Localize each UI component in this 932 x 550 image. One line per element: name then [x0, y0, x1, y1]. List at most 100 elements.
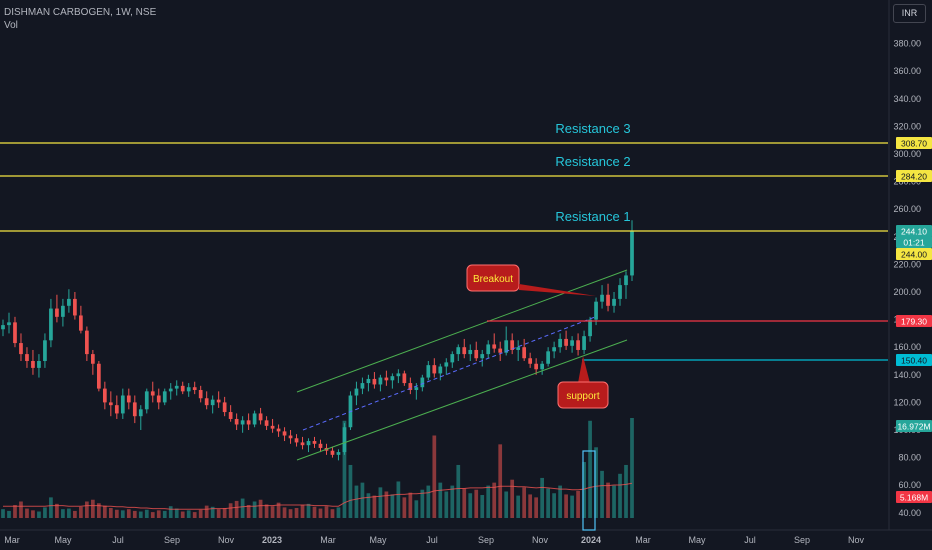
- volume-bar: [552, 493, 556, 518]
- candle-body: [31, 361, 35, 368]
- candle-body: [552, 347, 556, 352]
- volume-bar: [144, 509, 149, 518]
- volume-bar: [594, 447, 598, 518]
- candle-body: [222, 402, 227, 413]
- candle-body: [432, 365, 437, 374]
- candle-body: [600, 294, 604, 302]
- candle-body: [114, 405, 119, 414]
- candle-body: [216, 399, 221, 403]
- volume-bar: [336, 507, 341, 518]
- candle-body: [294, 438, 299, 443]
- volume-bar: [408, 492, 413, 518]
- volume-indicator-label[interactable]: Vol: [4, 20, 18, 31]
- candle-body: [7, 322, 11, 326]
- candle-body: [73, 298, 77, 316]
- volume-bar: [330, 509, 335, 518]
- volume-bar: [558, 485, 562, 518]
- candle-body: [174, 385, 179, 389]
- tag-volume-ma: 5.168M: [900, 493, 928, 503]
- currency-button[interactable]: INR: [893, 4, 926, 23]
- volume-bar: [150, 512, 155, 518]
- volume-bar: [198, 509, 203, 518]
- candle-body: [49, 308, 53, 341]
- volume-bar: [288, 509, 293, 518]
- volume-bar: [156, 510, 161, 518]
- volume-bar: [49, 497, 53, 518]
- breakout-callout-pointer: [519, 284, 596, 296]
- time-tick-label: Nov: [218, 535, 235, 545]
- volume-bar: [7, 510, 11, 518]
- candle-body: [25, 354, 29, 361]
- price-tick-label: 300.00: [893, 149, 921, 159]
- channel-lower-line: [296, 339, 628, 461]
- candle-body: [540, 363, 544, 370]
- symbol-title[interactable]: DISHMAN CARBOGEN, 1W, NSE: [4, 7, 157, 18]
- candle-body: [192, 387, 197, 390]
- tag-resistance-1-bg: [896, 248, 932, 260]
- tag-level-150: 150.40: [901, 356, 927, 366]
- candle-body: [582, 336, 586, 350]
- support-callout-box: [557, 381, 609, 409]
- candle-body: [354, 388, 359, 396]
- candle-body: [306, 441, 311, 446]
- volume-bar: [174, 508, 179, 518]
- candle-body: [456, 347, 461, 355]
- volume-bar: [342, 420, 347, 518]
- candle-body: [168, 388, 173, 392]
- candle-body: [120, 395, 125, 414]
- volume-bar: [138, 511, 143, 518]
- candle-body: [13, 322, 17, 344]
- volume-bar: [396, 481, 401, 518]
- volume-bar: [372, 495, 377, 518]
- candle-body: [258, 413, 263, 421]
- volume-bar: [414, 500, 419, 518]
- volume-bar: [300, 505, 305, 518]
- candle-body: [516, 347, 521, 350]
- tag-resistance-3: 308.70: [901, 139, 927, 149]
- candle-body: [126, 395, 131, 403]
- volume-bar: [492, 482, 497, 518]
- volume-bar: [600, 470, 604, 518]
- volume-bar: [510, 479, 515, 518]
- volume-bar: [168, 506, 173, 518]
- candle-body: [402, 373, 407, 384]
- volume-bar: [582, 462, 586, 518]
- volume-bar: [522, 487, 527, 518]
- volume-bar: [13, 505, 17, 518]
- candle-body: [270, 425, 275, 429]
- candle-body: [558, 338, 562, 348]
- candle-body: [91, 354, 95, 364]
- channel-mid-dashed-line: [302, 316, 596, 431]
- time-tick-label: Nov: [848, 535, 865, 545]
- breakout-label: Breakout: [473, 274, 513, 285]
- candle-body: [372, 378, 377, 385]
- time-tick-label: May: [688, 535, 706, 545]
- volume-bar: [132, 510, 137, 518]
- tag-countdown-bg: [896, 236, 932, 248]
- candle-body: [474, 349, 479, 359]
- price-tick-label: 60.00: [898, 480, 921, 490]
- volume-bar: [606, 482, 610, 518]
- candle-body: [594, 301, 598, 320]
- tag-volume-ma-bg: [896, 491, 932, 503]
- candle-body: [162, 391, 167, 403]
- candle-body: [318, 443, 323, 448]
- candle-body: [150, 391, 155, 396]
- tag-level-150-bg: [896, 354, 932, 366]
- volume-bar: [528, 494, 533, 518]
- volume-bar: [234, 500, 239, 518]
- volume-bar: [366, 493, 371, 518]
- candle-body: [228, 412, 233, 419]
- volume-bar: [252, 501, 257, 518]
- candle-body: [79, 315, 83, 331]
- candle-body: [180, 385, 185, 392]
- time-tick-label: May: [54, 535, 72, 545]
- candle-body: [43, 340, 47, 361]
- candle-body: [156, 395, 161, 403]
- volume-bar: [192, 512, 197, 518]
- candle-body: [138, 409, 143, 417]
- tag-resistance-3-bg: [896, 137, 932, 149]
- candle-body: [564, 338, 568, 346]
- candle-body: [144, 391, 149, 410]
